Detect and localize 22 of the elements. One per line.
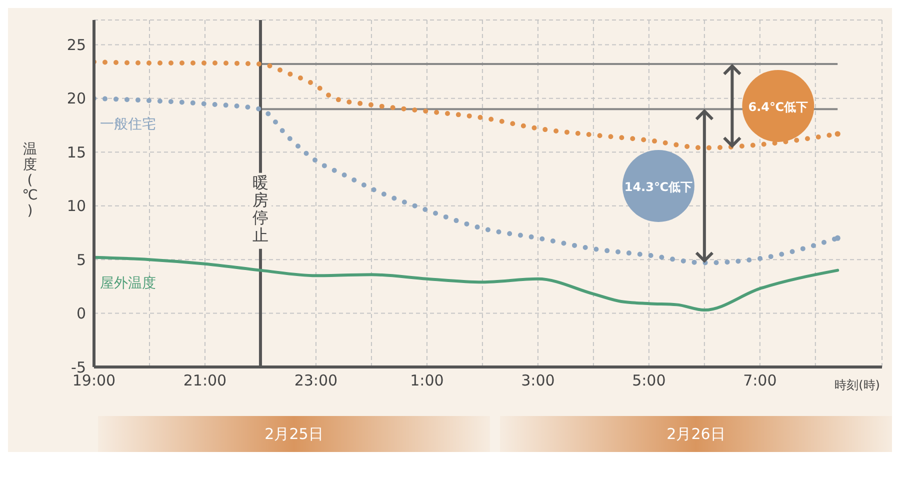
y-tick-label: 20 bbox=[66, 90, 86, 108]
y-axis-title: 温度(℃) bbox=[22, 142, 38, 220]
series-label: 屋外温度 bbox=[100, 275, 156, 292]
date-ribbon: 2月26日 bbox=[500, 416, 892, 452]
date-ribbon: 2月25日 bbox=[98, 416, 490, 452]
x-tick-label: 3:00 bbox=[521, 372, 555, 390]
annotation: 14.3℃低下 bbox=[624, 180, 692, 194]
series-label: 一般住宅 bbox=[100, 116, 156, 132]
x-tick-label: 19:00 bbox=[72, 372, 116, 390]
y-tick-label: 10 bbox=[66, 197, 86, 216]
x-tick-label: 1:00 bbox=[410, 372, 444, 390]
x-tick-label: 7:00 bbox=[743, 372, 777, 390]
x-axis-title: 時刻(時) bbox=[834, 378, 880, 392]
y-tick-label: 0 bbox=[76, 304, 86, 323]
y-tick-label: 25 bbox=[66, 36, 86, 54]
ref-line-label: 暖房停止 bbox=[252, 172, 268, 245]
y-tick-label: 5 bbox=[76, 250, 86, 269]
x-tick-label: 23:00 bbox=[294, 372, 338, 390]
annotation: 6.4℃低下 bbox=[748, 100, 808, 114]
x-tick-label: 21:00 bbox=[183, 372, 227, 390]
y-tick-label: 15 bbox=[66, 143, 86, 162]
x-tick-label: 5:00 bbox=[632, 372, 666, 390]
